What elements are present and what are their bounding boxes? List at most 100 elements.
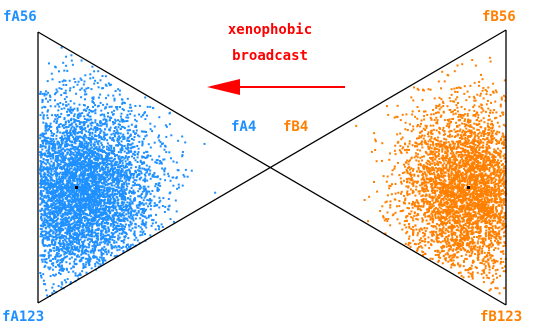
scatter-point — [94, 131, 97, 134]
scatter-point — [121, 198, 124, 201]
scatter-point — [59, 123, 62, 125]
scatter-point — [161, 205, 164, 207]
scatter-point — [58, 70, 60, 73]
scatter-point — [39, 114, 42, 117]
scatter-point — [65, 175, 68, 178]
scatter-point — [112, 121, 114, 123]
scatter-point — [55, 88, 58, 91]
scatter-point — [41, 135, 44, 138]
scatter-point — [490, 101, 492, 104]
scatter-point — [75, 135, 78, 138]
scatter-point — [60, 140, 63, 143]
scatter-point — [117, 88, 120, 91]
scatter-point — [95, 165, 98, 167]
scatter-point — [136, 239, 139, 242]
scatter-point — [138, 135, 141, 138]
scatter-point — [114, 231, 117, 234]
scatter-point — [97, 189, 100, 192]
scatter-point — [65, 281, 68, 284]
scatter-point — [86, 192, 89, 195]
scatter-point — [117, 245, 120, 247]
scatter-point — [42, 222, 45, 225]
scatter-point — [99, 79, 102, 82]
scatter-point — [89, 209, 92, 212]
scatter-point — [129, 211, 132, 214]
scatter-point — [64, 157, 67, 160]
scatter-point — [53, 146, 56, 149]
scatter-point — [60, 137, 63, 140]
scatter-point — [65, 251, 68, 254]
scatter-point — [111, 137, 114, 139]
scatter-point — [96, 238, 99, 241]
scatter-point — [117, 163, 120, 166]
scatter-point — [105, 181, 108, 184]
scatter-point — [89, 206, 92, 209]
scatter-point — [116, 161, 118, 164]
scatter-point — [69, 153, 71, 156]
scatter-point — [102, 136, 105, 138]
scatter-point — [42, 176, 45, 179]
scatter-point — [121, 170, 124, 173]
scatter-point — [73, 205, 75, 208]
scatter-point — [55, 231, 58, 234]
scatter-point — [52, 146, 55, 148]
scatter-point — [41, 234, 44, 237]
scatter-point — [109, 116, 112, 119]
scatter-point — [102, 259, 104, 262]
scatter-point — [69, 225, 72, 228]
scatter-point — [80, 144, 83, 147]
scatter-point — [96, 156, 99, 159]
scatter-point — [64, 121, 67, 124]
scatter-point — [120, 196, 123, 199]
scatter-point — [101, 151, 104, 154]
scatter-point — [79, 163, 81, 166]
scatter-point — [94, 104, 97, 107]
scatter-point — [55, 249, 58, 252]
scatter-point — [494, 180, 497, 183]
scatter-point — [113, 202, 116, 205]
scatter-point — [95, 138, 98, 141]
scatter-point — [96, 244, 99, 246]
scatter-point — [168, 111, 171, 114]
scatter-point — [79, 219, 81, 222]
scatter-point — [75, 138, 78, 141]
scatter-point — [121, 159, 124, 162]
scatter-point — [122, 195, 125, 197]
scatter-point — [124, 209, 127, 212]
scatter-point — [65, 179, 68, 182]
scatter-point — [156, 187, 159, 190]
scatter-point — [61, 154, 64, 157]
scatter-point — [67, 212, 69, 215]
scatter-point — [76, 137, 79, 140]
scatter-point — [118, 155, 121, 158]
scatter-point — [72, 228, 74, 230]
scatter-point — [60, 248, 63, 250]
scatter-point — [444, 241, 447, 244]
scatter-point — [112, 132, 115, 135]
scatter-point — [67, 179, 70, 182]
scatter-point — [62, 148, 65, 151]
scatter-point — [87, 198, 90, 201]
scatter-point — [95, 222, 98, 225]
scatter-point — [148, 203, 151, 205]
scatter-point — [115, 255, 118, 258]
scatter-point — [77, 80, 80, 83]
scatter-point — [57, 250, 60, 253]
scatter-point — [97, 262, 100, 265]
scatter-point — [58, 154, 60, 157]
scatter-point — [71, 248, 74, 250]
scatter-point — [53, 170, 56, 173]
scatter-point — [407, 160, 410, 163]
scatter-point — [83, 108, 86, 111]
scatter-point — [101, 222, 104, 225]
scatter-point — [74, 140, 76, 143]
scatter-point — [91, 132, 94, 135]
scatter-point — [73, 113, 76, 116]
scatter-point — [130, 187, 133, 189]
scatter-point — [57, 264, 59, 267]
scatter-point — [94, 249, 97, 252]
scatter-point — [71, 158, 74, 161]
scatter-point — [89, 147, 92, 150]
scatter-point — [139, 184, 142, 187]
scatter-point — [110, 209, 113, 212]
